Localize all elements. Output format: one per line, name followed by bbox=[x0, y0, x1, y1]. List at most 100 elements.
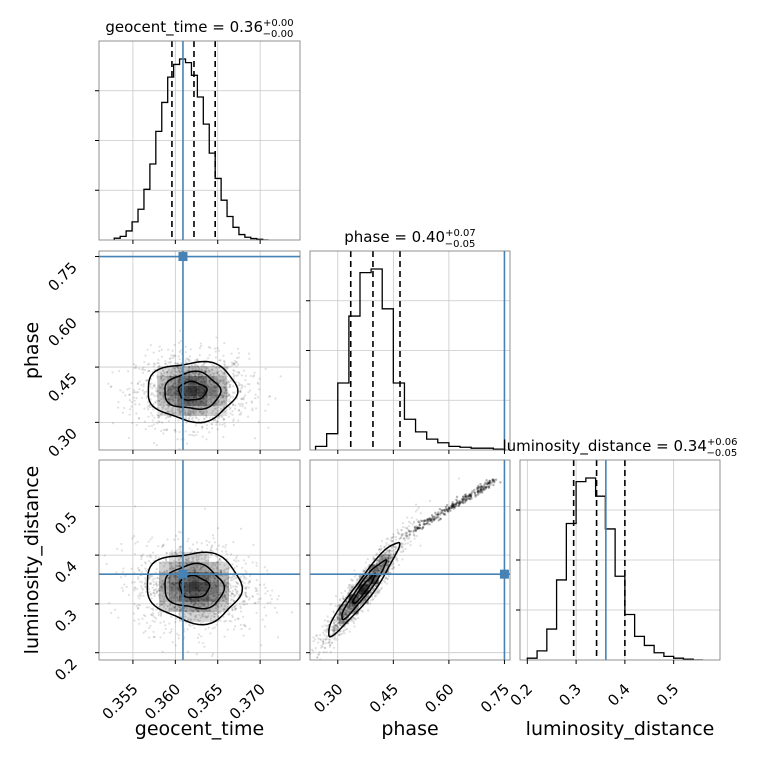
sample-point bbox=[328, 638, 331, 641]
sample-point bbox=[215, 623, 218, 626]
sample-point bbox=[396, 528, 399, 531]
sample-point bbox=[224, 386, 227, 389]
sample-point bbox=[171, 593, 174, 596]
sample-point bbox=[389, 539, 392, 542]
sample-point bbox=[240, 627, 243, 631]
sample-point bbox=[164, 360, 167, 363]
sample-point bbox=[243, 586, 246, 589]
sample-point bbox=[168, 592, 171, 596]
sample-point bbox=[381, 557, 384, 560]
sample-point bbox=[211, 654, 214, 658]
sample-point bbox=[190, 549, 194, 552]
sample-point bbox=[257, 601, 260, 604]
sample-point bbox=[318, 633, 322, 637]
sample-point bbox=[174, 644, 177, 647]
sample-point bbox=[339, 610, 342, 613]
sample-point bbox=[217, 387, 221, 391]
sample-point bbox=[237, 384, 240, 387]
sample-point bbox=[223, 620, 226, 623]
sample-point bbox=[480, 488, 484, 491]
sample-point bbox=[167, 348, 170, 351]
density-cell bbox=[378, 554, 389, 565]
density-cell bbox=[188, 551, 199, 562]
sample-point bbox=[356, 578, 359, 581]
sample-point bbox=[173, 354, 176, 357]
density-cell bbox=[217, 396, 228, 407]
sample-point bbox=[332, 625, 335, 629]
sample-point bbox=[365, 577, 368, 580]
sample-point bbox=[463, 497, 466, 500]
sample-point bbox=[167, 576, 171, 579]
sample-point bbox=[159, 604, 162, 607]
sample-point bbox=[491, 478, 495, 481]
sample-point bbox=[179, 609, 182, 612]
sample-point bbox=[374, 584, 378, 588]
sample-point bbox=[336, 618, 339, 621]
sample-point bbox=[174, 595, 177, 598]
sample-point bbox=[157, 414, 160, 418]
sample-point bbox=[257, 420, 261, 424]
sample-point bbox=[221, 377, 224, 380]
density-cell bbox=[187, 406, 198, 417]
sample-point bbox=[146, 370, 150, 373]
sample-point bbox=[401, 522, 405, 525]
sample-point bbox=[199, 605, 203, 608]
sample-point bbox=[195, 602, 198, 605]
sample-point bbox=[415, 525, 418, 528]
sample-point bbox=[332, 630, 335, 633]
sample-point bbox=[144, 379, 148, 382]
sample-point bbox=[161, 601, 164, 604]
sample-point bbox=[434, 511, 437, 515]
sample-point bbox=[230, 620, 233, 623]
sample-point bbox=[334, 628, 337, 631]
sample-point bbox=[388, 560, 391, 563]
sample-point bbox=[157, 361, 160, 365]
sample-point bbox=[145, 569, 148, 573]
sample-point bbox=[192, 603, 195, 607]
sample-point bbox=[233, 599, 236, 603]
sample-point bbox=[175, 371, 178, 374]
sample-point bbox=[425, 522, 429, 525]
sample-point bbox=[208, 379, 211, 383]
sample-point bbox=[322, 642, 325, 645]
sample-point bbox=[435, 516, 439, 519]
sample-point bbox=[170, 379, 173, 382]
sample-point bbox=[134, 403, 137, 406]
sample-point bbox=[173, 367, 176, 370]
sample-point bbox=[380, 539, 384, 543]
sample-point bbox=[376, 570, 379, 573]
sample-point bbox=[140, 581, 144, 584]
sample-point bbox=[169, 360, 173, 363]
sample-point bbox=[276, 636, 280, 639]
sample-point bbox=[372, 569, 375, 573]
sample-point bbox=[449, 506, 452, 510]
sample-point bbox=[105, 563, 108, 566]
sample-point bbox=[229, 400, 232, 403]
sample-point bbox=[231, 589, 235, 592]
sample-point bbox=[179, 531, 183, 534]
sample-point bbox=[242, 603, 245, 606]
sample-point bbox=[242, 615, 245, 618]
sample-point bbox=[383, 551, 386, 555]
sample-point bbox=[201, 410, 205, 413]
sample-point bbox=[466, 496, 469, 499]
sample-point bbox=[335, 628, 338, 631]
sample-point bbox=[195, 614, 198, 617]
sample-point bbox=[217, 560, 220, 563]
sample-point bbox=[408, 530, 411, 534]
sample-point bbox=[380, 564, 383, 567]
sample-point bbox=[177, 579, 180, 582]
sample-point bbox=[197, 374, 200, 377]
sample-point bbox=[188, 409, 191, 412]
sample-point bbox=[172, 567, 175, 570]
sample-point bbox=[255, 579, 258, 582]
sample-point bbox=[322, 642, 325, 645]
sample-point bbox=[195, 433, 198, 437]
sample-point bbox=[217, 527, 220, 530]
sample-point bbox=[364, 598, 367, 601]
sample-point bbox=[162, 387, 165, 390]
sample-point bbox=[324, 638, 327, 641]
sample-point bbox=[452, 503, 455, 506]
sample-point bbox=[231, 413, 234, 416]
sample-point bbox=[193, 566, 196, 569]
